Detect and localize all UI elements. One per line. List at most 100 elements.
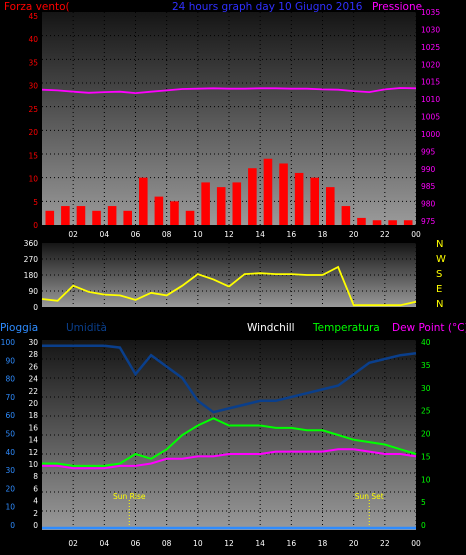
x-tick-label: 16 [287, 539, 297, 548]
x-tick-label: 00 [411, 230, 421, 239]
x-tick-label: 06 [131, 230, 141, 239]
wind-axis-tick: 0 [33, 221, 38, 230]
x-tick-label: 12 [224, 230, 234, 239]
humidity-title: Umidità [66, 322, 107, 334]
wind-bar [201, 182, 210, 225]
pressure-axis-tick: 1015 [421, 78, 440, 87]
x-tick-label: 04 [100, 539, 110, 548]
temperature-axis-tick: 5 [421, 498, 426, 507]
wind-bar [279, 163, 288, 225]
temperature-line [42, 417, 417, 467]
wind-axis-tick: 15 [28, 151, 38, 160]
pressure-axis-tick: 990 [421, 165, 436, 174]
direction-axis-tick: 0 [33, 303, 38, 312]
wind-axis-tick: 40 [28, 35, 38, 44]
x-tick-label: 00 [411, 539, 421, 548]
humidity-axis-tick: 4 [33, 497, 38, 506]
rain-axis-tick: 40 [5, 448, 15, 457]
wind-bar [372, 220, 382, 225]
wind-bar [357, 217, 366, 225]
pressure-title: Pressione [372, 1, 422, 13]
humidity-line [42, 344, 417, 414]
rain-axis-tick: 50 [5, 430, 15, 439]
rain-axis-tick: 100 [1, 338, 16, 347]
temperature-axis-tick: 25 [421, 407, 431, 416]
humidity-axis-tick: 14 [28, 436, 38, 445]
pressure-line [41, 87, 417, 95]
compass-label: S [436, 269, 442, 280]
rain-axis-tick: 60 [5, 411, 15, 420]
wind-bar [232, 182, 242, 225]
temperature-axis-tick: 10 [421, 475, 431, 484]
x-tick-label: 14 [255, 230, 265, 239]
wind-bar [326, 187, 335, 225]
temperature-axis-tick: 40 [421, 338, 431, 347]
x-tick-label: 08 [162, 230, 172, 239]
humidity-axis-tick: 26 [28, 362, 38, 371]
x-tick-label: 06 [131, 539, 141, 548]
wind-title: Forza vento( [4, 1, 70, 13]
pressure-axis-tick: 1005 [421, 113, 440, 122]
compass-label: W [436, 254, 446, 265]
x-tick-label: 20 [349, 230, 359, 239]
x-tick-label: 02 [68, 539, 78, 548]
compass-label: E [436, 284, 442, 295]
humidity-axis-tick: 0 [33, 521, 38, 530]
wind-bar [248, 168, 257, 225]
pressure-axis-tick: 1010 [421, 95, 440, 104]
humidity-axis-tick: 10 [28, 460, 38, 469]
temperature-panel-background [42, 340, 416, 530]
compass-label: N [436, 239, 443, 250]
humidity-axis-tick: 24 [28, 375, 38, 384]
rain-axis-tick: 80 [5, 375, 15, 384]
wind-bar [341, 206, 351, 225]
rain-axis-tick: 90 [5, 356, 15, 365]
humidity-axis-tick: 20 [28, 399, 38, 408]
x-tick-label: 10 [193, 539, 203, 548]
direction-axis-tick: 270 [24, 255, 39, 264]
temperature-axis-tick: 0 [421, 521, 426, 530]
x-tick-label: 02 [68, 230, 78, 239]
x-tick-label: 14 [255, 539, 265, 548]
wind-bar [216, 187, 226, 225]
rain-axis-tick: 70 [5, 393, 15, 402]
windchill-title: Windchill [247, 322, 295, 334]
x-tick-label: 18 [318, 539, 328, 548]
direction-axis-tick: 180 [24, 271, 39, 280]
x-tick-label: 22 [380, 539, 390, 548]
wind-bar [45, 210, 55, 225]
rain-axis-tick: 10 [5, 503, 15, 512]
humidity-axis-tick: 22 [28, 387, 38, 396]
temperature-title: Temperatura [312, 322, 380, 334]
pressure-axis-tick: 1030 [421, 25, 440, 34]
x-tick-label: 16 [287, 230, 297, 239]
direction-axis-tick: 360 [24, 239, 39, 248]
pressure-axis-tick: 975 [421, 217, 436, 226]
humidity-axis-tick: 16 [28, 423, 38, 432]
wind-bar [76, 206, 86, 225]
rain-axis-tick: 30 [5, 466, 15, 475]
wind-bar [107, 206, 117, 225]
sunrise-label: Sun Rise [113, 492, 146, 501]
wind-axis-tick: 30 [28, 82, 38, 91]
wind-direction-line [41, 265, 417, 307]
pressure-axis-tick: 1035 [421, 8, 440, 17]
compass-label: N [436, 299, 443, 310]
pressure-axis-tick: 1025 [421, 43, 440, 52]
wind-bar [263, 158, 273, 225]
x-tick-label: 22 [380, 230, 390, 239]
pressure-axis-tick: 1000 [421, 130, 440, 139]
wind-bar [294, 172, 304, 225]
pressure-axis-tick: 995 [421, 147, 436, 156]
humidity-axis-tick: 30 [28, 338, 38, 347]
humidity-axis-tick: 8 [33, 472, 38, 481]
wind-bar [185, 210, 195, 225]
humidity-axis-tick: 18 [28, 411, 38, 420]
wind-axis-tick: 10 [28, 175, 38, 184]
wind-axis-tick: 5 [33, 198, 38, 207]
wind-panel-background [42, 12, 416, 225]
temperature-axis-tick: 35 [421, 361, 431, 370]
